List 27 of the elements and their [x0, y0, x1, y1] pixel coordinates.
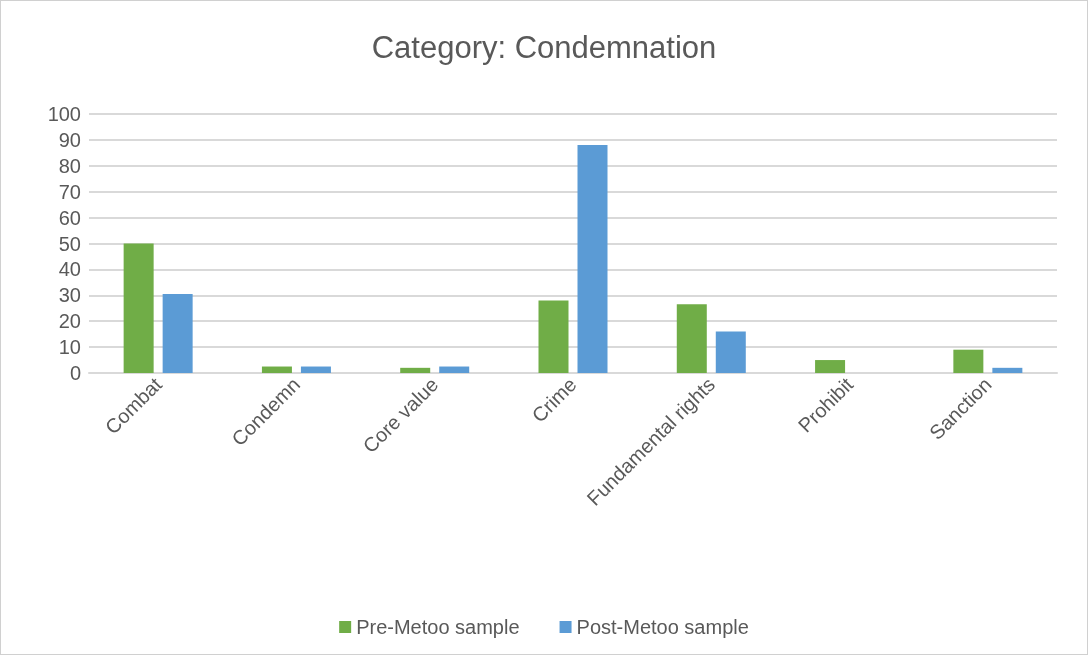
bar: [953, 349, 984, 373]
y-tick-label: 0: [69, 362, 81, 384]
bar: [162, 294, 193, 373]
bar: [439, 366, 470, 373]
y-tick-label: 30: [58, 284, 81, 307]
bar: [400, 367, 431, 373]
y-tick-label: 40: [58, 258, 81, 281]
bar: [300, 366, 331, 373]
bar: [123, 243, 154, 373]
chart-title: Category: Condemnation: [371, 30, 717, 65]
y-tick-label: 60: [58, 206, 81, 229]
legend-label: Post-Metoo sample: [576, 616, 749, 638]
bar: [992, 367, 1023, 373]
bar: [538, 300, 569, 373]
y-tick-label: 50: [58, 232, 81, 255]
y-tick-label: 10: [58, 336, 81, 359]
y-tick-label: 90: [58, 128, 81, 151]
y-tick-label: 70: [58, 180, 81, 203]
legend-label: Pre-Metoo sample: [356, 616, 520, 638]
bar: [815, 360, 846, 373]
y-tick-label: 20: [58, 310, 81, 333]
bar: [261, 366, 292, 373]
y-tick-label: 80: [58, 154, 81, 177]
y-tick-label: 100: [47, 103, 81, 125]
bar: [715, 331, 746, 373]
bar: [577, 145, 608, 373]
bar: [676, 304, 707, 373]
